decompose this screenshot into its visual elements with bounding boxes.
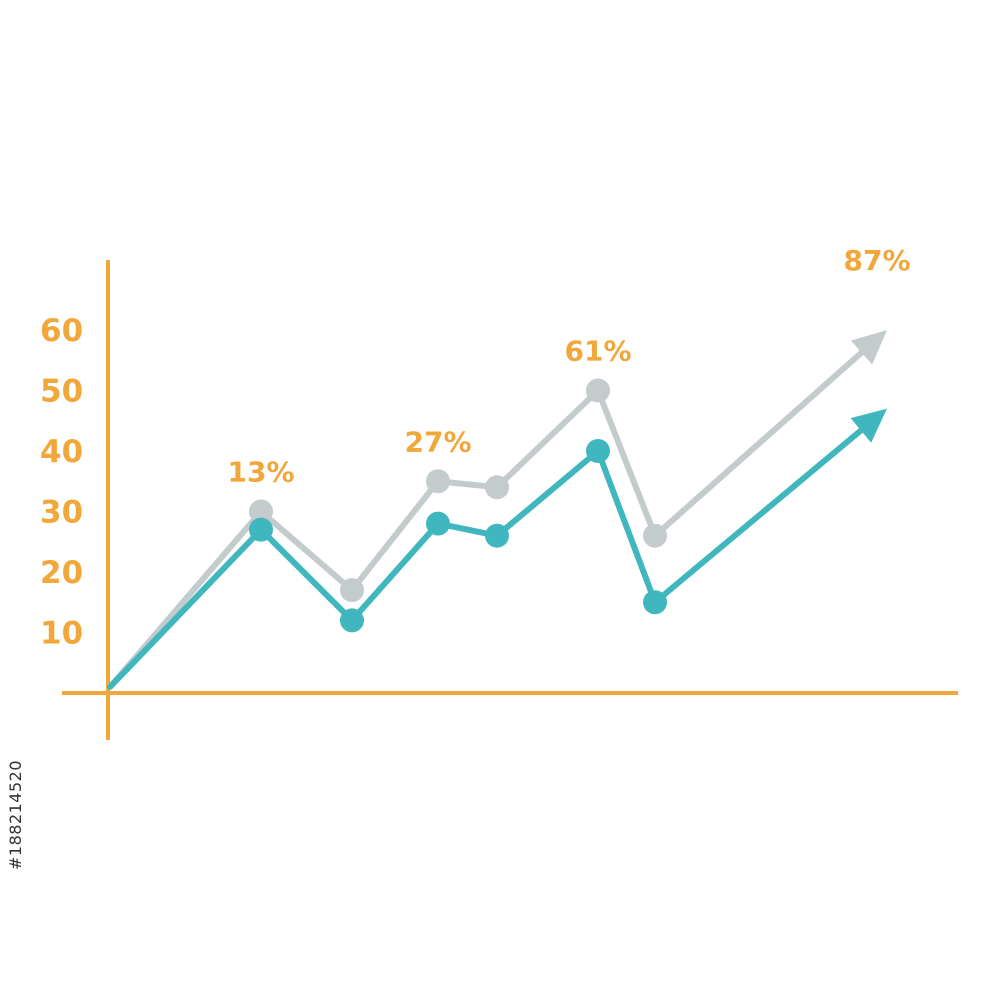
y-tick-label-40: 40 — [40, 434, 83, 470]
axes — [62, 260, 958, 740]
series-teal-point-1 — [249, 517, 273, 542]
y-tick-label-10: 10 — [40, 616, 83, 652]
series-gray-point-6 — [643, 523, 667, 548]
series-teal — [107, 408, 887, 690]
series-group — [107, 330, 887, 690]
series-gray — [107, 330, 887, 690]
data-label-3: 61% — [564, 335, 631, 368]
series-teal-line — [107, 424, 867, 690]
series-teal-point-3 — [426, 511, 450, 536]
data-label-2: 27% — [404, 425, 471, 458]
series-teal-point-2 — [340, 608, 364, 633]
stock-image-id: #188214520 — [6, 759, 25, 870]
series-gray-line — [107, 346, 868, 690]
series-gray-point-3 — [426, 469, 450, 494]
y-tick-label-30: 30 — [40, 495, 83, 531]
series-teal-arrowhead — [850, 408, 887, 443]
y-tick-label-60: 60 — [40, 313, 83, 349]
series-gray-point-5 — [586, 378, 610, 403]
series-gray-point-4 — [485, 475, 509, 500]
data-label-1: 13% — [227, 456, 294, 489]
y-tick-labels: 10 20 30 40 50 60 — [40, 313, 83, 652]
series-teal-point-5 — [586, 439, 610, 463]
series-teal-point-4 — [485, 523, 509, 548]
series-gray-arrowhead — [850, 330, 887, 365]
series-teal-point-6 — [643, 590, 667, 615]
data-labels: 13% 27% 61% 87% — [227, 244, 910, 489]
y-tick-label-20: 20 — [40, 555, 83, 591]
data-label-4: 87% — [843, 244, 910, 277]
series-gray-point-1 — [249, 499, 273, 524]
y-tick-label-50: 50 — [40, 374, 83, 410]
series-gray-point-2 — [340, 578, 364, 603]
